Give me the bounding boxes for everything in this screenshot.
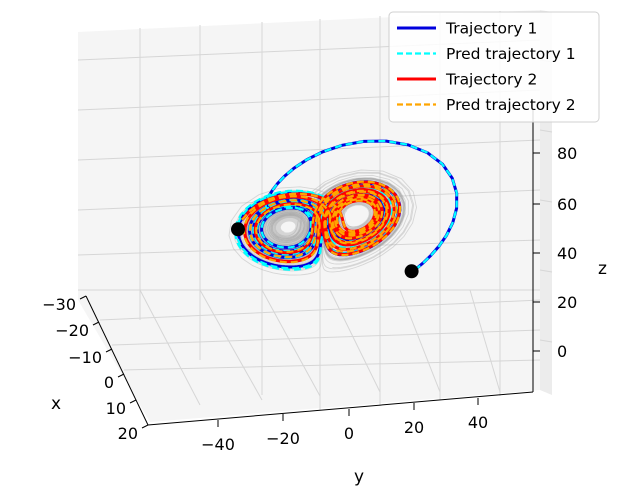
legend-label-3: Trajectory 2 <box>445 71 537 89</box>
y-tick-label: −40 <box>201 435 235 454</box>
y-tick-label: 40 <box>468 413 488 432</box>
z-axis-label: z <box>598 259 607 279</box>
x-tick-label: 10 <box>106 399 126 418</box>
x-tick <box>105 348 113 353</box>
grid-line <box>539 269 553 273</box>
x-tick <box>79 295 87 300</box>
x-tick-label: −10 <box>68 348 102 367</box>
grid-line <box>399 289 441 393</box>
z-tick-label: 20 <box>557 293 577 312</box>
x-tick <box>141 424 149 429</box>
y-axis-label: y <box>354 467 364 487</box>
legend-label-4: Pred trajectory 2 <box>446 96 576 114</box>
grid-line <box>261 289 321 397</box>
z-tick-label: 40 <box>557 244 577 263</box>
grid-line <box>539 199 553 203</box>
start-marker-2 <box>231 222 245 237</box>
legend-label-1: Trajectory 1 <box>445 20 537 38</box>
grid-line <box>539 129 553 133</box>
legend-label-2: Pred trajectory 1 <box>446 45 576 63</box>
x-tick-label: −20 <box>55 321 89 340</box>
x-tick-label: 20 <box>118 424 138 443</box>
z-tick-label: 60 <box>557 195 577 214</box>
grid-line <box>77 139 541 161</box>
tick-marks <box>79 152 540 429</box>
x-tick-label: −30 <box>42 295 76 314</box>
x-tick <box>92 321 100 326</box>
x-tick-label: 0 <box>104 373 114 392</box>
y-axis-line <box>147 391 534 426</box>
grid-line <box>111 329 541 346</box>
grid-line <box>329 289 381 393</box>
y-tick-label: 20 <box>404 418 424 437</box>
grid-line <box>199 289 263 401</box>
grid-line <box>99 299 541 321</box>
x-tick <box>129 399 137 404</box>
start-markers <box>231 222 419 279</box>
legend-box <box>388 11 600 123</box>
legend: Trajectory 1 Pred trajectory 1 Trajectory … <box>388 11 600 123</box>
x-axis-label: x <box>51 394 61 414</box>
z-tick-label: 80 <box>557 144 577 163</box>
x-tick <box>117 373 125 378</box>
start-marker-1 <box>404 264 419 279</box>
grid-line <box>123 359 541 371</box>
x-axis-line <box>85 295 149 426</box>
series-layer <box>234 139 459 278</box>
y-tick-label: −20 <box>266 429 300 448</box>
series-pred-trajectory-2 <box>241 180 402 264</box>
grid-line <box>139 289 201 406</box>
y-tick-label: 0 <box>344 424 354 443</box>
axis-lines <box>85 108 534 426</box>
grid-line <box>469 289 501 393</box>
z-tick-label: 0 <box>557 342 567 361</box>
grid-line <box>539 339 553 343</box>
